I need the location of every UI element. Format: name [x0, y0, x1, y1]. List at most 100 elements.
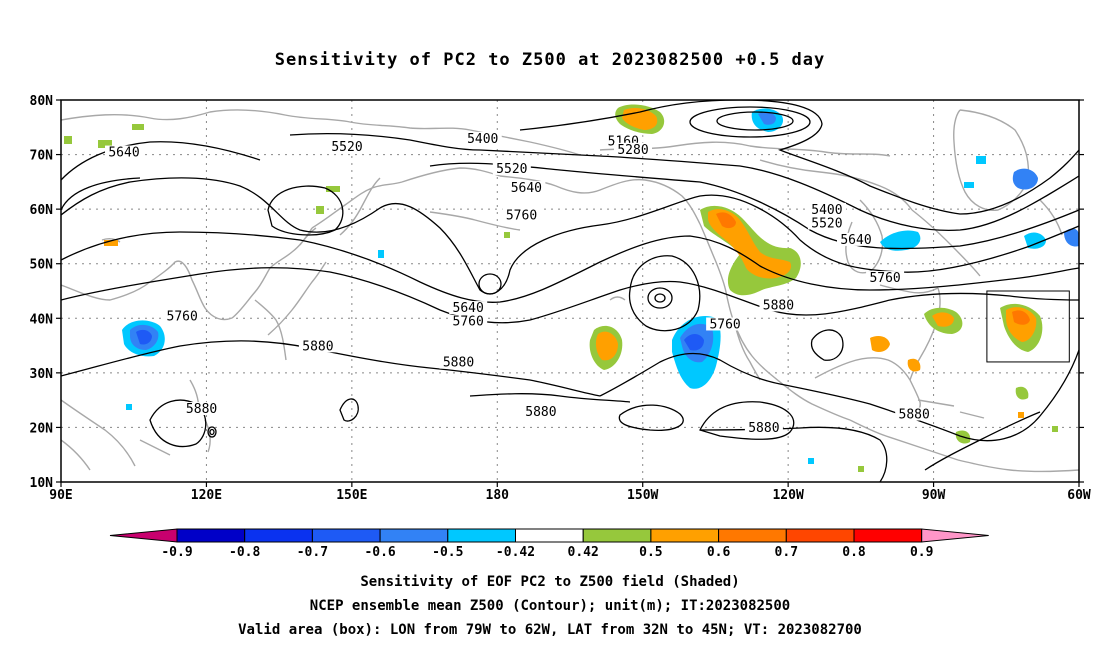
contour-label: 5880	[899, 408, 930, 423]
lon-label: 120W	[772, 488, 803, 503]
contour-label-bg	[105, 145, 144, 159]
contour-label-bg	[759, 298, 798, 312]
contour-label-bg	[492, 161, 531, 175]
lon-label: 60W	[1067, 488, 1091, 503]
contour-label-bg	[706, 317, 745, 331]
contour-label-bg	[502, 208, 541, 222]
contour-label: 5640	[108, 146, 139, 161]
colorbar-tick-labels: -0.9 -0.8 -0.7 -0.6 -0.5 -0.42 0.42 0.5 0.6 0.7 0.…	[161, 545, 933, 560]
contour-label: 5400	[811, 203, 842, 218]
footer-line-1: Sensitivity of EOF PC2 to Z500 field (Sh…	[360, 574, 740, 590]
lat-label: 30N	[30, 367, 54, 382]
colorbar-tick-label: -0.42	[496, 545, 535, 560]
contour-label: 5520	[811, 217, 842, 232]
contour-label-bg	[463, 131, 502, 145]
colorbar-segment	[582, 528, 652, 543]
lat-label: 60N	[30, 203, 54, 218]
contour-label: 5880	[186, 402, 217, 417]
lon-label: 90E	[49, 488, 72, 503]
contour-label-bg	[895, 407, 934, 421]
contour-label-bg	[807, 202, 846, 216]
longitude-axis-labels: 90E 120E 150E 180 150W 120W 90W 60W	[49, 482, 1091, 503]
lon-label: 90W	[922, 488, 946, 503]
colorbar-tick-label: -0.7	[297, 545, 328, 560]
colorbar	[109, 528, 989, 543]
colorbar-segment	[379, 528, 449, 543]
colorbar-segment	[176, 528, 246, 543]
contour-label: 5640	[840, 233, 871, 248]
latitude-axis-labels: 80N 70N 60N 50N 40N 30N 20N 10N	[30, 94, 1084, 491]
contour-label-bg	[866, 271, 905, 285]
contour-label: 5640	[453, 301, 484, 316]
lon-label: 150E	[336, 488, 367, 503]
contour-label: 5520	[496, 162, 527, 177]
plot-title: Sensitivity of PC2 to Z500 at 2023082500…	[274, 50, 826, 70]
lon-label: 150W	[627, 488, 658, 503]
z500-contours	[61, 100, 1079, 482]
contour-label: 5880	[302, 339, 333, 354]
colorbar-tick-label: 0.6	[707, 545, 731, 560]
contour-label-bg	[614, 142, 653, 156]
contour-label-bg	[449, 301, 488, 315]
colorbar-tick-label: -0.5	[432, 545, 463, 560]
contour-label-bg	[744, 421, 783, 435]
colorbar-segment	[244, 528, 313, 543]
colorbar-tick-label: -0.9	[161, 545, 192, 560]
lat-label: 80N	[30, 94, 54, 109]
colorbar-segment	[515, 528, 584, 543]
contour-label-bg	[328, 140, 367, 154]
contour-label: 5760	[167, 309, 198, 324]
colorbar-tick-label: 0.7	[775, 545, 798, 560]
colorbar-tick-label: 0.5	[639, 545, 662, 560]
lat-label: 20N	[30, 421, 54, 436]
colorbar-high-triangle	[921, 528, 989, 543]
contour-label: 5880	[748, 421, 779, 436]
contour-label-bg	[298, 339, 337, 353]
colorbar-tick-label: -0.6	[364, 545, 395, 560]
lon-label: 180	[486, 488, 510, 503]
colorbar-low-triangle	[109, 528, 178, 543]
contour-label-bg	[507, 181, 546, 195]
contour-label: 5760	[453, 315, 484, 330]
lon-label: 120E	[191, 488, 222, 503]
lat-label: 50N	[30, 258, 54, 273]
colorbar-tick-label: 0.42	[568, 545, 599, 560]
lat-label: 70N	[30, 149, 54, 164]
colorbar-segment	[650, 528, 720, 543]
contour-label: 5880	[443, 356, 474, 371]
contour-label-bg	[837, 232, 876, 246]
contour-label: 5760	[506, 208, 537, 223]
contour-label-bg	[439, 355, 478, 369]
contour-label: 5400	[467, 132, 498, 147]
contour-label: 5520	[331, 140, 362, 155]
colorbar-segment	[718, 528, 787, 543]
contour-label-bg	[163, 309, 202, 323]
sensitivity-shading	[64, 104, 1079, 472]
colorbar-segment	[853, 528, 923, 543]
contour-label: 5760	[869, 271, 900, 286]
colorbar-segment	[447, 528, 516, 543]
colorbar-segment	[311, 528, 381, 543]
contour-label-bg	[521, 404, 560, 418]
footer-line-2: NCEP ensemble mean Z500 (Contour); unit(…	[309, 598, 791, 614]
lat-label: 40N	[30, 312, 54, 327]
graticule-grid	[61, 100, 1080, 482]
contour-label-bg	[449, 314, 488, 328]
valid-area-box	[986, 290, 1070, 363]
colorbar-tick-label: 0.8	[842, 545, 866, 560]
contour-label: 5880	[763, 298, 794, 313]
contour-label: 5640	[511, 181, 542, 196]
footer-line-3: Valid area (box): LON from 79W to 62W, L…	[238, 622, 862, 638]
contour-label: 5280	[617, 143, 648, 158]
lat-label: 10N	[30, 476, 54, 491]
colorbar-segment	[785, 528, 855, 543]
contour-label-bg	[807, 216, 846, 230]
colorbar-tick-label: -0.8	[229, 545, 260, 560]
contour-label-bg	[182, 402, 221, 416]
colorbar-tick-label: 0.9	[910, 545, 933, 560]
contour-label: 5760	[709, 317, 740, 332]
contour-label: 5880	[525, 405, 556, 420]
map-frame	[60, 99, 1080, 483]
